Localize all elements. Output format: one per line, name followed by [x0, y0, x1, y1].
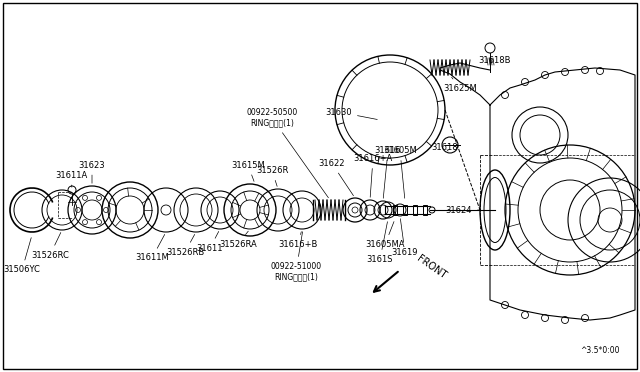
Text: 00922-50500
RINGリング(1): 00922-50500 RINGリング(1)	[246, 108, 328, 198]
Text: 31625M: 31625M	[443, 77, 477, 93]
Bar	[403, 205, 407, 215]
Text: 31526RB: 31526RB	[166, 234, 204, 257]
Text: 31616+B: 31616+B	[278, 232, 317, 249]
Text: 31526RC: 31526RC	[31, 232, 69, 260]
Bar	[413, 205, 417, 215]
Bar	[423, 205, 427, 215]
Text: 31616: 31616	[374, 146, 401, 198]
Text: 31623: 31623	[79, 160, 106, 183]
Text: 31611A: 31611A	[55, 170, 87, 187]
Text: 31619: 31619	[392, 219, 419, 257]
Text: 3161S: 3161S	[367, 222, 393, 264]
Text: 00922-51000
RINGリング(1): 00922-51000 RINGリング(1)	[271, 232, 321, 281]
Text: 31618: 31618	[432, 143, 458, 152]
Text: 31616+A: 31616+A	[353, 154, 392, 197]
Text: 31615M: 31615M	[231, 160, 265, 182]
Text: FRONT: FRONT	[415, 254, 448, 281]
Text: 31605M: 31605M	[383, 146, 417, 198]
Text: 31611M: 31611M	[135, 234, 169, 263]
Text: 31526R: 31526R	[256, 166, 288, 186]
Text: 31630: 31630	[325, 108, 377, 119]
Text: 31624: 31624	[445, 205, 480, 215]
Text: 31605MA: 31605MA	[365, 222, 404, 249]
Text: 31622: 31622	[319, 159, 353, 196]
Text: ^3.5*0:00: ^3.5*0:00	[580, 346, 620, 355]
Bar	[393, 205, 397, 215]
Text: 31611: 31611	[196, 231, 223, 253]
Text: 31506YC: 31506YC	[4, 238, 40, 275]
Text: 31618B: 31618B	[479, 53, 511, 65]
Text: 31526RA: 31526RA	[219, 231, 257, 248]
